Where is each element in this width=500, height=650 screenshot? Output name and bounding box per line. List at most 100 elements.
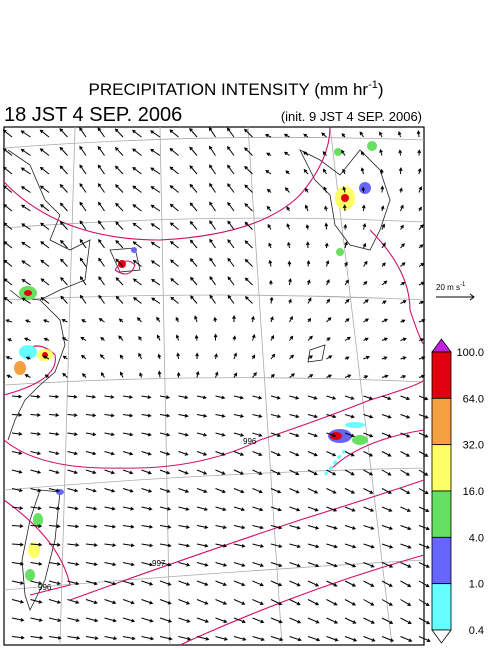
wind-arrow (196, 451, 208, 456)
wind-vectors (2, 127, 431, 642)
wind-arrow (302, 151, 309, 156)
wind-arrow (79, 294, 87, 304)
wind-arrow (215, 525, 227, 530)
wind-arrow (344, 261, 348, 267)
wind-arrow (363, 260, 368, 267)
wind-arrow (270, 506, 282, 512)
wind-arrow (418, 506, 430, 512)
wind-arrow (400, 636, 413, 642)
wind-arrow (141, 469, 152, 475)
wind-arrow (11, 542, 24, 547)
wind-arrow (400, 599, 412, 606)
wind-arrow (227, 164, 235, 175)
wind-arrow (48, 542, 61, 547)
wind-arrow (326, 395, 337, 400)
wind-arrow (227, 257, 235, 267)
wind-arrow (381, 414, 392, 419)
wind-arrow (67, 488, 79, 493)
wind-arrow (344, 414, 355, 419)
wind-arrow (115, 239, 124, 249)
colorbar-bin (431, 351, 452, 399)
wind-arrow (30, 580, 43, 585)
wind-arrow (344, 374, 352, 378)
wind-arrow (283, 151, 290, 156)
wind-arrow (227, 220, 235, 230)
wind-arrow (79, 257, 87, 267)
wind-arrow (141, 543, 154, 548)
wind-arrow (381, 580, 393, 587)
wind-arrow (400, 617, 412, 624)
wind-arrow (43, 337, 50, 342)
wind-arrow (363, 636, 376, 642)
wind-arrow (118, 318, 124, 323)
wind-arrow (381, 451, 392, 457)
wind-arrow (289, 354, 295, 360)
wind-arrow (104, 562, 117, 567)
wind-arrow (141, 617, 154, 623)
wind-arrow (157, 353, 162, 360)
wind-arrow (213, 333, 218, 341)
wind-arrow (381, 525, 393, 530)
wind-arrow (122, 617, 136, 623)
wind-arrow (326, 580, 338, 587)
wind-arrow (344, 506, 356, 512)
wind-arrow (209, 257, 216, 267)
wind-arrow (196, 395, 207, 400)
wind-arrow (169, 129, 179, 138)
wind-arrow (214, 371, 219, 378)
wind-arrow (363, 451, 374, 457)
wind-arrow (226, 145, 235, 156)
wind-arrow (79, 220, 87, 230)
wind-arrow (6, 374, 13, 379)
wind-arrow (381, 432, 392, 438)
wind-arrow (122, 469, 134, 475)
wind-arrow (400, 224, 404, 230)
wind-arrow (104, 432, 115, 437)
wind-arrow (400, 374, 407, 379)
wind-arrow (30, 524, 43, 529)
wind-arrow (289, 451, 300, 457)
wind-arrow (326, 469, 337, 476)
wind-arrow (287, 241, 291, 249)
wind-arrow (307, 580, 320, 587)
wind-arrow (178, 413, 189, 418)
wind-arrow (418, 525, 430, 531)
wind-arrow (227, 201, 235, 212)
wind-arrow (104, 395, 115, 399)
wind-arrow (380, 205, 385, 212)
wind-arrow (97, 183, 105, 193)
wind-arrow (178, 432, 189, 437)
wind-arrow (194, 315, 198, 323)
wind-arrow (363, 318, 370, 323)
wind-arrow (115, 258, 124, 267)
wind-arrow (307, 562, 320, 568)
wind-arrow (381, 356, 388, 360)
wind-arrow (48, 524, 61, 529)
wind-arrow (244, 165, 253, 175)
wind-arrow (381, 223, 385, 230)
wind-arrow (233, 543, 246, 548)
wind-arrow (307, 543, 320, 549)
wind-arrow (344, 599, 357, 606)
wind-arrow (196, 543, 209, 548)
wind-arrow (307, 297, 312, 304)
wind-arrow (322, 168, 327, 175)
wind-arrow (379, 168, 384, 175)
wind-arrow (325, 260, 330, 267)
wind-arrow (39, 148, 50, 156)
wind-arrow (39, 129, 50, 138)
wind-arrow (132, 259, 142, 267)
init-time: (init. 9 JST 4 SEP. 2006) (281, 109, 422, 124)
wind-arrow (170, 278, 179, 286)
wind-arrow (98, 276, 105, 286)
wind-arrow (400, 337, 407, 342)
wind-arrow (196, 636, 210, 641)
wind-arrow (79, 127, 87, 138)
wind-arrow (85, 599, 98, 604)
wind-arrow (60, 295, 68, 304)
wind-arrow (196, 469, 208, 475)
wind-arrow (44, 374, 50, 379)
wind-arrow (381, 262, 386, 267)
wind-arrow (11, 451, 23, 455)
wind-arrow (342, 186, 347, 193)
